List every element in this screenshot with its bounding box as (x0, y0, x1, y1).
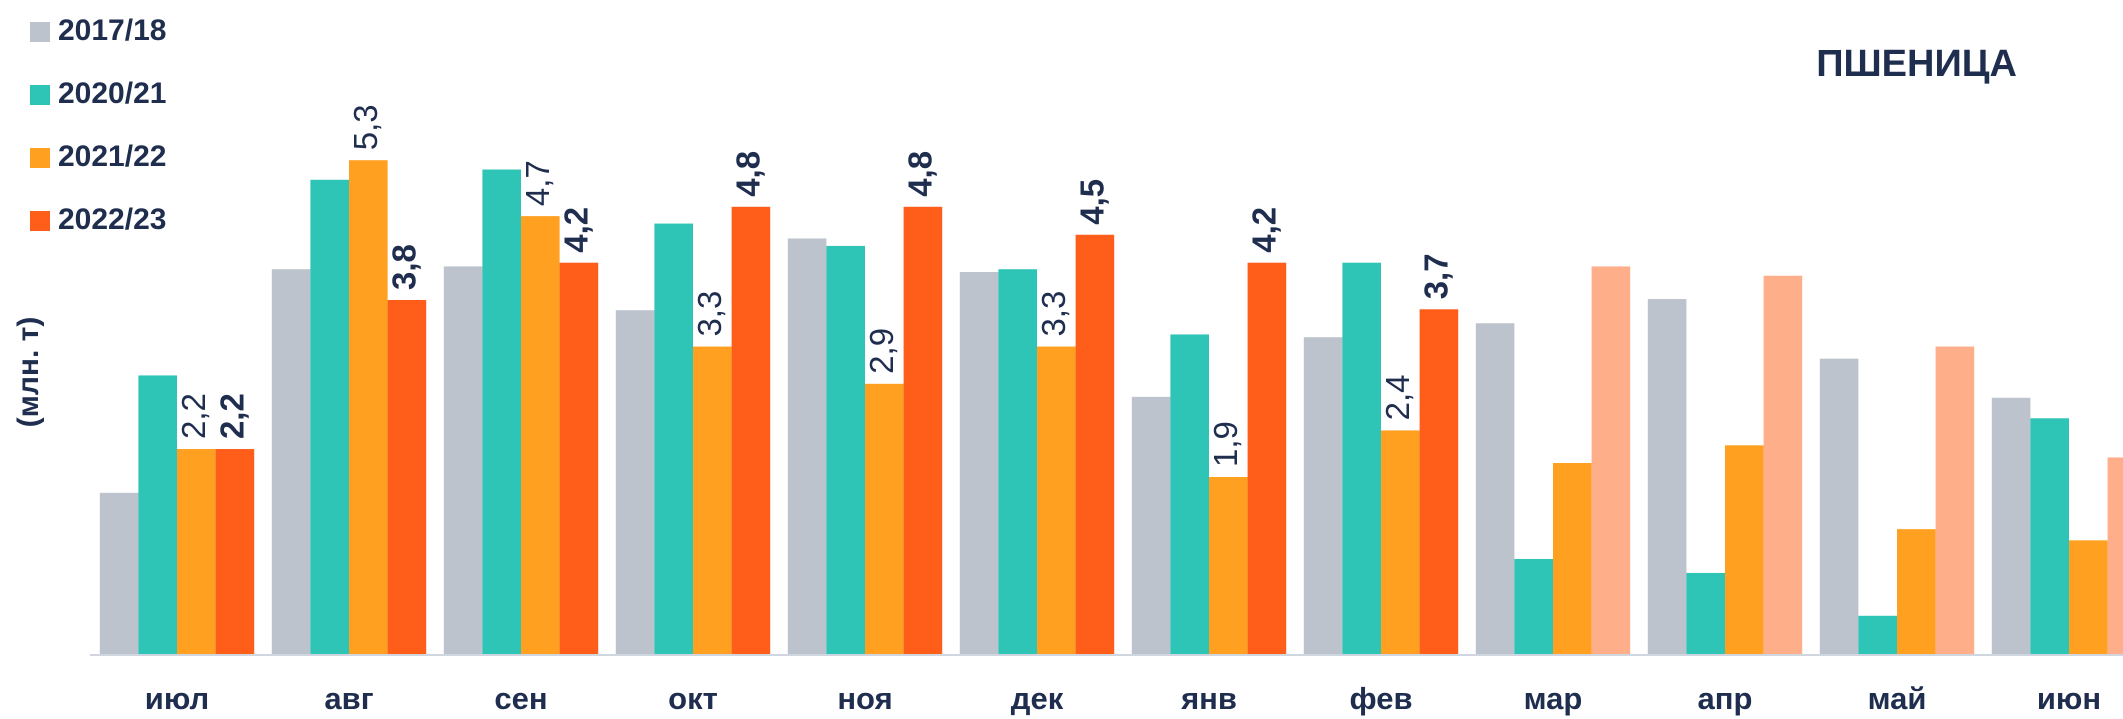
bar (1591, 266, 1631, 654)
bar (693, 346, 732, 654)
bar (2069, 540, 2108, 654)
bar (787, 238, 827, 654)
bar (310, 179, 349, 654)
bar (1647, 299, 1687, 654)
x-tick-label: ноя (837, 681, 892, 716)
bar (271, 269, 311, 654)
bar (1419, 309, 1459, 654)
legend-label: 2021/22 (58, 140, 166, 173)
legend-swatch (30, 148, 50, 168)
x-tick-label: авг (324, 681, 373, 716)
bar (1553, 463, 1592, 654)
value-label: 3,3 (1035, 291, 1072, 337)
value-label: 2,2 (175, 393, 212, 439)
chart-title: ПШЕНИЦА (1816, 43, 2017, 85)
value-label: 3,8 (386, 244, 423, 290)
bar (1303, 337, 1343, 654)
bar (482, 169, 521, 655)
value-label: 4,8 (902, 151, 939, 197)
value-label: 2,2 (214, 393, 251, 439)
value-label: 4,2 (1246, 207, 1283, 253)
bar (1686, 572, 1725, 654)
x-tick-label: мар (1524, 681, 1583, 716)
value-label: 4,5 (1074, 179, 1111, 225)
bar (559, 262, 599, 654)
x-tick-label: фев (1349, 681, 1412, 716)
x-tick-label: сен (494, 681, 547, 716)
legend-label: 2022/23 (58, 203, 166, 236)
value-label: 4,8 (730, 151, 767, 197)
bar (1131, 396, 1171, 654)
bar (1819, 358, 1859, 654)
legend-swatch (30, 22, 50, 42)
value-label: 2,9 (863, 328, 900, 374)
bar (615, 310, 655, 654)
value-label: 3,3 (691, 291, 728, 337)
x-tick-label: апр (1698, 681, 1753, 716)
bar (387, 299, 427, 654)
bar (2030, 418, 2069, 654)
value-label: 1,9 (1207, 421, 1244, 467)
bar (1075, 234, 1115, 654)
bar (1342, 262, 1381, 654)
bar (654, 223, 693, 654)
bar (349, 160, 388, 654)
bar (2107, 457, 2123, 654)
bar (1381, 430, 1420, 654)
x-tick-label: янв (1180, 681, 1237, 716)
bar (903, 206, 943, 655)
bar (443, 266, 483, 654)
legend-swatch (30, 211, 50, 231)
x-tick-label: июл (145, 681, 209, 716)
bar (1858, 615, 1897, 654)
value-label: 2,4 (1379, 375, 1416, 421)
bar (138, 375, 177, 654)
bar (826, 245, 865, 654)
legend-label: 2017/18 (58, 14, 166, 47)
bar (177, 449, 216, 654)
value-label: 3,7 (1418, 253, 1455, 299)
bar (99, 492, 139, 654)
bar (1475, 323, 1515, 654)
x-tick-label: окт (668, 681, 718, 716)
bar (1037, 346, 1076, 654)
bar (215, 449, 255, 654)
value-label: 4,2 (558, 207, 595, 253)
y-axis-label: (млн. т) (12, 317, 45, 428)
value-label: 5,3 (347, 104, 384, 150)
x-tick-label: май (1868, 681, 1927, 716)
legend-swatch (30, 85, 50, 105)
bar (1935, 346, 1975, 654)
x-tick-label: дек (1011, 681, 1064, 716)
legend-label: 2020/21 (58, 77, 166, 110)
bar (521, 216, 560, 654)
bar (1991, 397, 2031, 654)
bar (1725, 445, 1764, 654)
bar (865, 383, 904, 654)
bar (1763, 275, 1803, 654)
value-label: 4,7 (519, 160, 556, 206)
bar (731, 206, 771, 655)
bar (1514, 558, 1553, 654)
bar (998, 269, 1037, 654)
bar (1897, 529, 1936, 654)
bar (1209, 476, 1248, 654)
x-tick-label: июн (2037, 681, 2101, 716)
bar (1247, 262, 1287, 654)
bar (959, 272, 999, 654)
bar (1170, 334, 1209, 654)
